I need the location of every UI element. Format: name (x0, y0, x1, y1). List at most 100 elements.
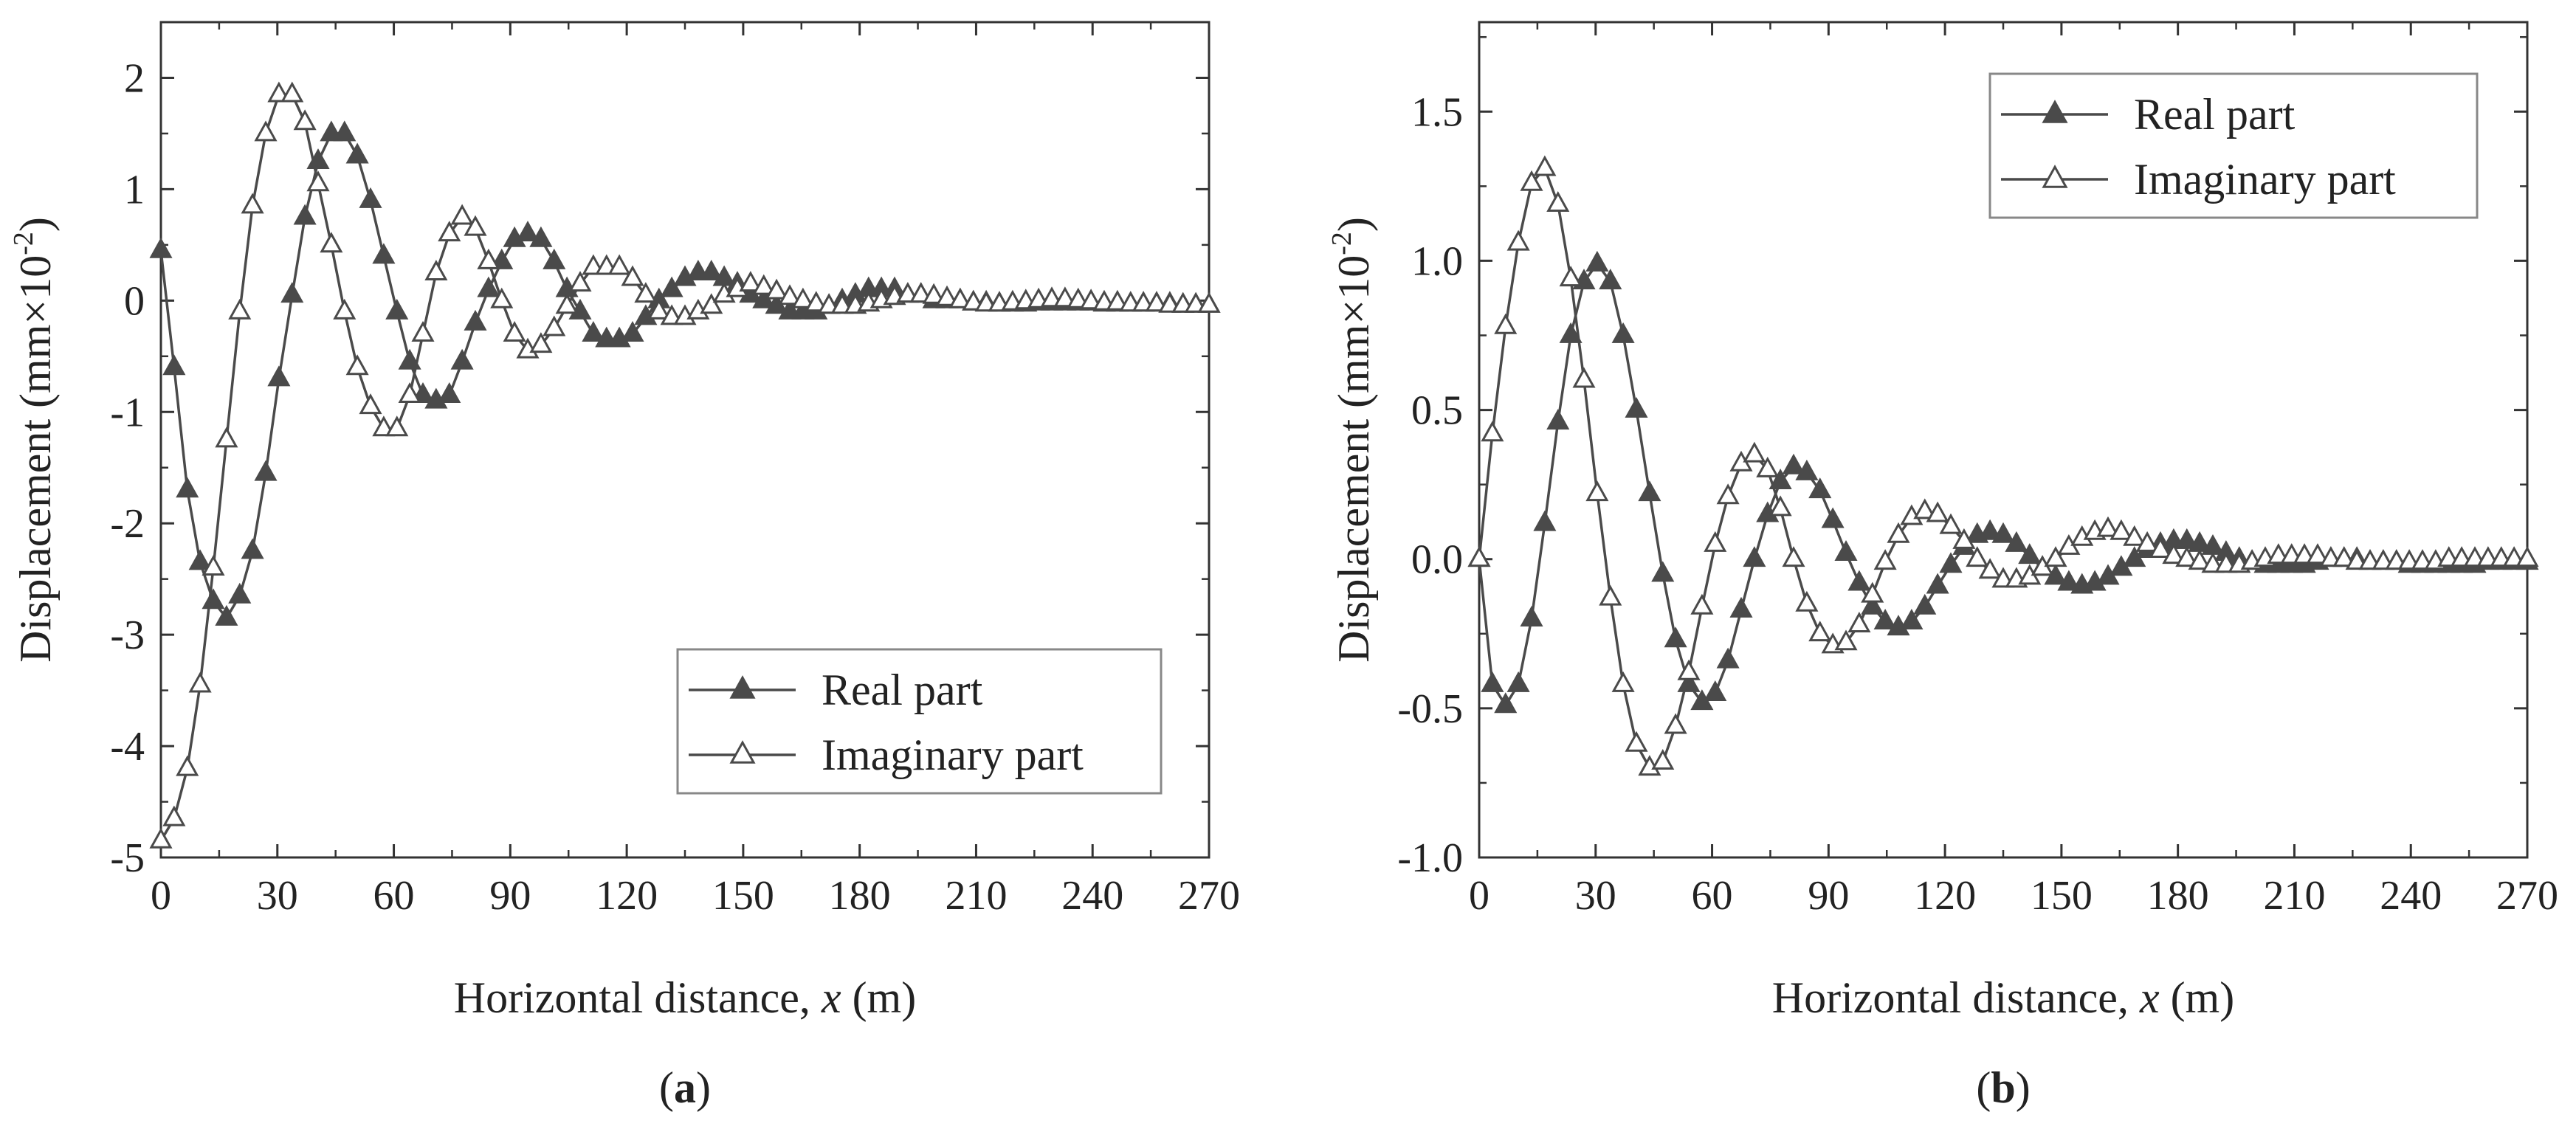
data-point (1585, 250, 1609, 272)
x-tick-label: 270 (2496, 873, 2558, 919)
legend-item: Real part (689, 666, 983, 714)
y-axis-label: Displacement (mm×10-2) (1326, 217, 1378, 663)
data-point (1795, 459, 1819, 480)
x-axis-label-text: Horizontal distance, (454, 973, 822, 1022)
data-point (477, 248, 500, 269)
data-point (1599, 584, 1622, 606)
x-tick-label: 90 (1808, 873, 1849, 919)
data-point (1481, 421, 1504, 442)
x-tick-label: 240 (2380, 873, 2442, 919)
data-point (2306, 543, 2329, 564)
panel-caption-close: ) (696, 1063, 711, 1112)
series-imaginary (149, 81, 1221, 849)
legend-marker (729, 740, 756, 764)
legend-box (1988, 72, 2479, 219)
data-point (176, 755, 199, 776)
data-point (359, 187, 382, 208)
data-point (345, 354, 369, 376)
data-point (267, 365, 291, 387)
x-axis-label-text: Horizontal distance, (1772, 973, 2140, 1022)
y-axis-label-close: ) (11, 217, 60, 232)
data-point (280, 282, 304, 303)
data-point (2096, 516, 2120, 537)
x-axis-label: Horizontal distance, x (m) (1772, 973, 2234, 1022)
data-point (162, 805, 186, 826)
data-point (1079, 289, 1103, 310)
data-point (176, 477, 199, 498)
data-point (1559, 266, 1583, 287)
x-tick-label: 180 (829, 873, 891, 919)
series-real (149, 120, 1221, 626)
panel-caption-close: ) (2016, 1063, 2031, 1112)
data-point (345, 142, 369, 164)
data-point (1690, 593, 1714, 615)
data-point (2188, 549, 2211, 570)
x-axis-label-unit: (m) (841, 973, 917, 1022)
data-point (306, 170, 330, 192)
data-point (909, 282, 933, 303)
series-line (1478, 165, 2527, 770)
x-tick-label: 0 (151, 873, 171, 919)
data-point (372, 243, 396, 264)
data-point (1520, 605, 1543, 626)
x-tick-label: 150 (2031, 873, 2093, 919)
data-point (241, 538, 264, 559)
x-tick-label: 60 (1692, 873, 1733, 919)
y-tick-label: -5 (110, 835, 145, 881)
y-tick-label: 2 (124, 55, 145, 101)
y-axis-label-exponent: -2 (8, 232, 39, 255)
data-point (333, 298, 357, 320)
data-point (2175, 546, 2199, 567)
data-point (948, 287, 972, 308)
data-point (621, 321, 644, 342)
data-point (424, 260, 448, 280)
data-point (1494, 692, 1518, 714)
legend-item: Imaginary part (2001, 155, 2396, 204)
data-point (1939, 552, 1963, 573)
data-point (1638, 480, 1661, 502)
data-point (516, 221, 540, 242)
data-point (543, 248, 566, 269)
data-point (2515, 546, 2539, 567)
series-line (1478, 261, 2527, 708)
data-point (791, 287, 815, 308)
data-point (2332, 546, 2356, 567)
data-point (149, 237, 173, 258)
data-point (1651, 561, 1675, 582)
data-point (1494, 313, 1518, 334)
y-tick-label: 0 (124, 278, 145, 324)
y-tick-label: 1.5 (1411, 89, 1463, 135)
data-point (607, 254, 631, 275)
data-point (1559, 322, 1583, 343)
data-point (202, 554, 225, 576)
data-point (450, 348, 474, 370)
legend-item: Imaginary part (689, 731, 1084, 779)
data-point (450, 204, 474, 225)
panel-caption-letter: a (674, 1063, 696, 1112)
x-tick-label: 120 (1914, 873, 1976, 919)
data-point (962, 289, 985, 311)
data-point (385, 298, 409, 320)
data-point (280, 81, 304, 103)
data-point (700, 260, 723, 280)
x-tick-label: 240 (1061, 873, 1123, 919)
data-point (555, 293, 579, 314)
data-point (1900, 609, 1924, 630)
y-tick-label: 0.0 (1411, 537, 1463, 583)
data-point (621, 265, 644, 286)
x-tick-label: 210 (2263, 873, 2325, 919)
data-point (1821, 507, 1845, 528)
data-point (1952, 528, 1976, 549)
data-point (1651, 749, 1675, 770)
data-point (1625, 396, 1648, 418)
x-tick-label: 210 (945, 873, 1007, 919)
data-point (1704, 531, 1727, 552)
data-point (1847, 570, 1871, 591)
data-point (2018, 543, 2042, 564)
legend: Real part Imaginary part (1988, 72, 2479, 219)
y-tick-label: -3 (110, 612, 145, 658)
x-tick-label: 0 (1469, 873, 1490, 919)
series-imaginary (1467, 155, 2539, 776)
y-tick-label: 1.0 (1411, 238, 1463, 284)
